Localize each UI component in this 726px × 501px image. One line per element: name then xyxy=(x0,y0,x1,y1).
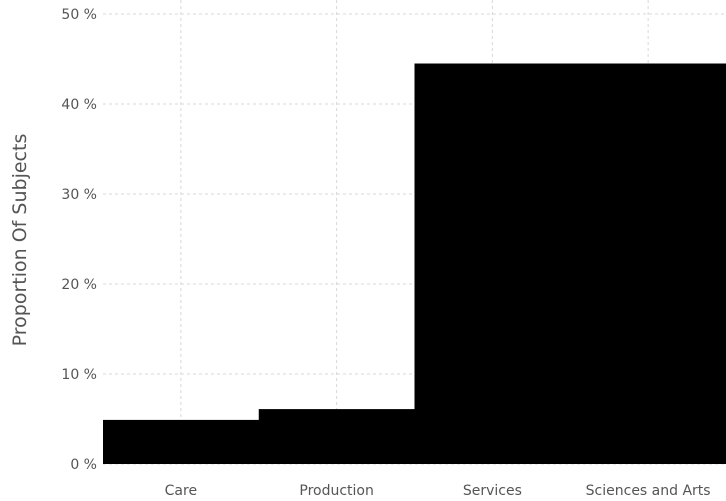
y-axis-ticks: 0 % 10 % 20 % 30 % 40 % 50 % xyxy=(61,7,97,473)
bar-sciences-and-arts xyxy=(570,63,726,464)
x-axis-ticks: Care Production Services Sciences and Arts xyxy=(165,483,711,499)
x-tick-label: Production xyxy=(299,483,373,499)
bar-care xyxy=(103,419,260,464)
x-tick-label: Services xyxy=(463,483,522,499)
bar-services xyxy=(414,63,571,464)
x-tick-label: Sciences and Arts xyxy=(586,483,711,499)
y-tick-label: 10 % xyxy=(61,367,97,383)
bar-production xyxy=(258,409,415,464)
bars xyxy=(103,63,726,464)
y-tick-label: 30 % xyxy=(61,187,97,203)
x-tick-label: Care xyxy=(165,483,197,499)
y-tick-label: 50 % xyxy=(61,7,97,23)
y-axis-title: Proportion Of Subjects xyxy=(9,134,31,347)
y-tick-label: 20 % xyxy=(61,277,97,293)
y-tick-label: 40 % xyxy=(61,97,97,113)
y-tick-label: 0 % xyxy=(70,457,97,473)
